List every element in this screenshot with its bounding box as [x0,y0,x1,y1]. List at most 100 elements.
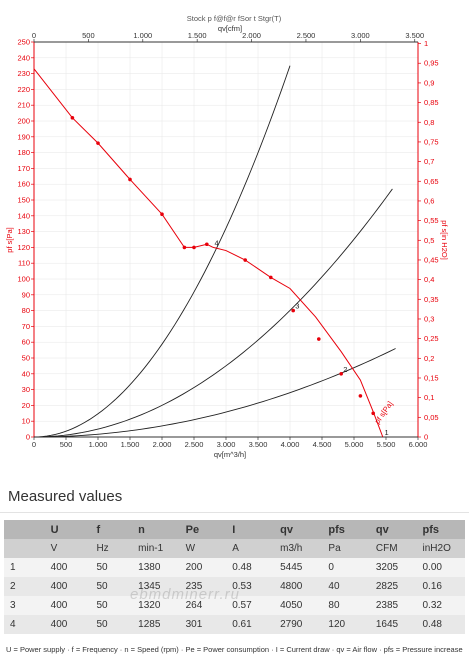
table-cell: 0.61 [226,615,275,634]
y-tick-label: 90 [22,290,30,299]
table-cell: 120 [322,615,370,634]
table-cell: 4050 [274,596,323,615]
table-cell: 1285 [132,615,180,634]
right-tick-label: 0,25 [424,334,439,343]
bottom-axis-title: qv[m^3/h] [214,450,246,459]
fan-curve-point [243,258,247,262]
x-tick-label: 3.500 [249,440,268,449]
y-tick-label: 110 [18,259,30,268]
y-tick-label: 200 [17,117,30,126]
y-tick-label: 120 [17,243,30,252]
fan-curve-point [128,177,132,182]
table-cell: 1380 [132,558,180,577]
operating-point-label-2: 2 [343,365,347,374]
table-cell: 0.32 [416,596,465,615]
right-tick-label: 0,35 [424,295,439,304]
y-tick-label: 60 [22,338,30,347]
right-tick-label: 0,45 [424,255,439,264]
table-cell: 400 [44,596,91,615]
table-cell: 4800 [274,577,323,596]
table-cell: 264 [179,596,227,615]
top-tick-label: 500 [82,31,95,40]
table-cell: 3 [4,596,45,615]
fan-curve-point [358,394,363,398]
top-axis-title: qv[cfm] [218,24,242,33]
right-tick-label: 0,95 [424,59,439,68]
x-tick-label: 4.500 [313,440,332,449]
fan-curve-point [339,372,344,376]
y-tick-label: 210 [17,101,30,110]
table-cell: 0 [322,558,370,577]
right-tick-label: 0 [424,433,428,442]
right-tick-label: 0,1 [424,393,434,402]
chart-header: Stock p f@f@r fSor t Stgr(T) [187,14,282,23]
right-tick-label: 1 [424,39,428,48]
table-cell: 50 [90,596,133,615]
table-cell: I [226,520,275,539]
right-tick-label: 0,3 [424,314,434,323]
table-cell: qv [274,520,323,539]
table-cell: 400 [44,577,91,596]
table-cell: 0.48 [226,558,275,577]
x-tick-label: 4.000 [281,440,300,449]
table-cell: A [226,539,275,558]
legend-footnote: U = Power supply · f = Frequency · n = S… [6,645,463,654]
table-cell: 0.48 [416,615,465,634]
table-cell: f [90,520,133,539]
y-tick-label: 10 [22,417,30,426]
table-cell: inH2O [416,539,465,558]
fan-curve-point [192,245,196,250]
top-tick-label: 3.000 [351,31,370,40]
y-tick-label: 70 [22,322,30,331]
right-tick-label: 0,05 [424,413,439,422]
y-tick-label: 50 [22,354,30,363]
watermark: ebmdminerr.ru [130,586,240,603]
divider [0,512,469,513]
right-tick-label: 0,8 [424,118,434,127]
table-cell: 400 [44,558,91,577]
x-tick-label: 1.500 [121,440,140,449]
table-cell: pfs [416,520,465,539]
table-cell: 50 [90,558,133,577]
fan-curve-point [205,242,209,247]
table-cell [4,539,45,558]
y-tick-label: 190 [17,132,30,141]
table-cell: 1645 [369,615,417,634]
y-tick-label: 250 [17,38,30,47]
system-curve-3 [33,188,393,438]
right-tick-label: 0,9 [424,78,434,87]
fan-curve-point [269,275,273,280]
table-cell: W [179,539,227,558]
table-cell: CFM [369,539,417,558]
x-tick-label: 5.000 [345,440,364,449]
table-cell: Hz [90,539,133,558]
table-cell: 2790 [274,615,323,634]
table-cell: 400 [44,615,91,634]
system-curve-4 [33,65,291,438]
right-tick-label: 0,2 [424,354,434,363]
table-row: 3 400 50 1320 264 0.57 4050 80 2385 0.32 [4,596,465,615]
table-cell: 80 [322,596,370,615]
right-tick-label: 0,65 [424,177,439,186]
x-tick-label: 5.500 [377,440,396,449]
y-tick-label: 0 [26,433,30,442]
y-tick-label: 100 [17,275,30,284]
table-cell: 2825 [369,577,417,596]
x-tick-label: 2.000 [153,440,172,449]
table-cell: 40 [322,577,370,596]
table-cell: 200 [179,558,227,577]
fan-curve-point [96,141,100,145]
fan-curve-point [70,116,75,120]
fan-curve-chart: Stock p f@f@r fSor t Stgr(T) 0 10 20 30 40 50 6… [5,14,449,459]
top-tick-label: 1.500 [188,31,207,40]
y-tick-label: 170 [17,164,30,173]
table-cell: 235 [179,577,227,596]
table-cell: Pe [179,520,227,539]
table-row: 1 400 50 1380 200 0.48 5445 0 3205 0.00 [4,558,465,577]
right-tick-label: 0,4 [424,275,434,284]
right-tick-label: 0,7 [424,157,434,166]
y-tick-label: 40 [22,369,30,378]
table-cell: min-1 [132,539,180,558]
table-cell: 0.16 [416,577,465,596]
table-cell: qv [369,520,417,539]
